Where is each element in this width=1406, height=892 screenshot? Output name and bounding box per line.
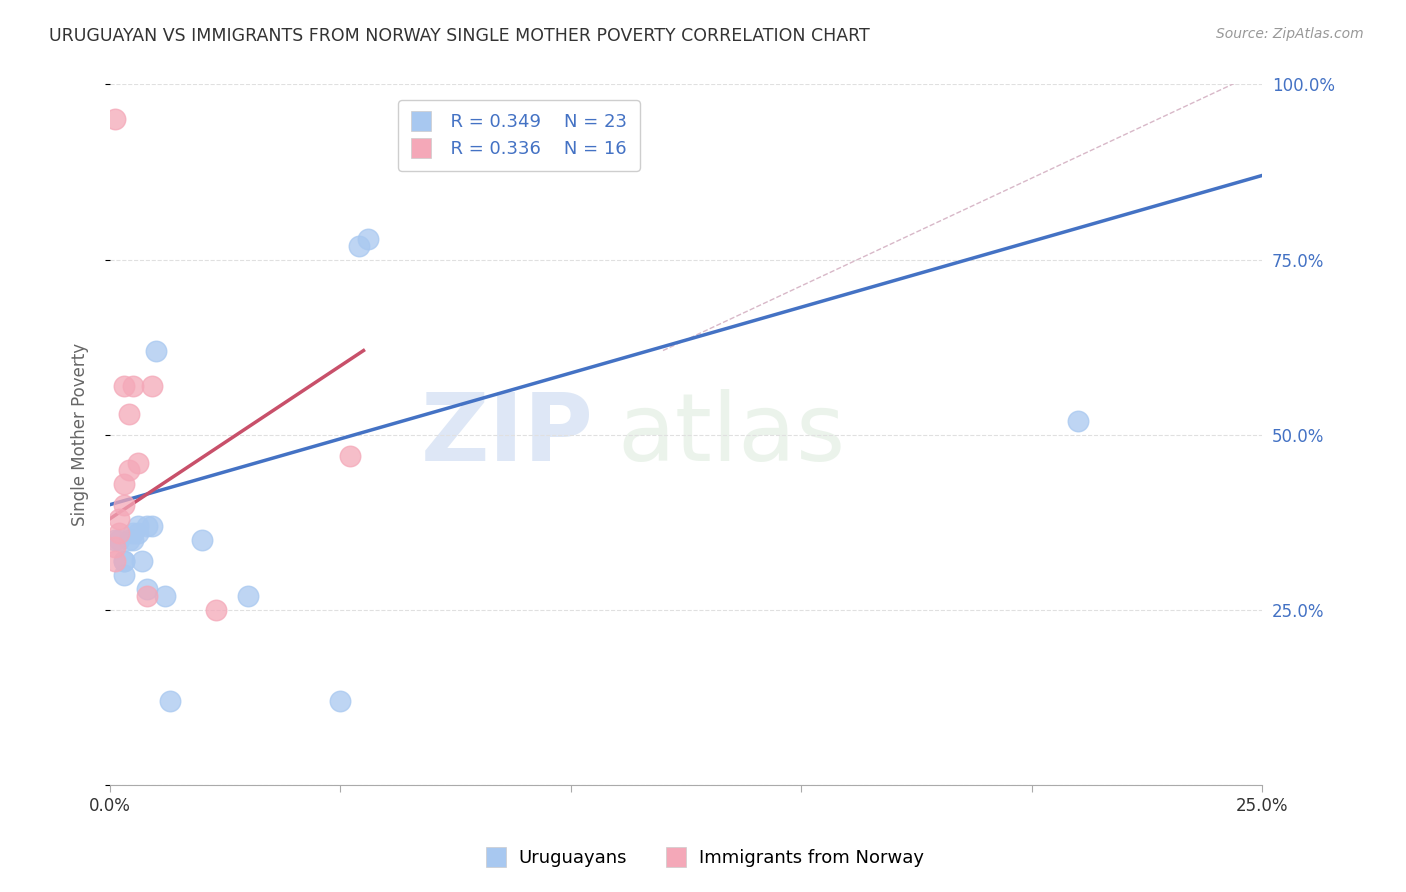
Point — [141, 518, 163, 533]
Point — [122, 525, 145, 540]
Point — [347, 238, 370, 252]
Point — [159, 694, 181, 708]
Point — [112, 554, 135, 568]
Point — [104, 554, 127, 568]
Legend:   R = 0.349    N = 23,   R = 0.336    N = 16: R = 0.349 N = 23, R = 0.336 N = 16 — [398, 101, 640, 170]
Point — [108, 511, 131, 525]
Text: URUGUAYAN VS IMMIGRANTS FROM NORWAY SINGLE MOTHER POVERTY CORRELATION CHART: URUGUAYAN VS IMMIGRANTS FROM NORWAY SING… — [49, 27, 870, 45]
Point — [136, 589, 159, 603]
Text: ZIP: ZIP — [420, 389, 593, 481]
Point — [205, 602, 228, 616]
Point — [155, 589, 177, 603]
Point — [112, 554, 135, 568]
Point — [104, 533, 127, 547]
Point — [141, 378, 163, 392]
Point — [357, 231, 380, 245]
Point — [108, 533, 131, 547]
Point — [145, 343, 167, 358]
Point — [339, 449, 361, 463]
Point — [191, 533, 214, 547]
Point — [127, 518, 149, 533]
Point — [238, 589, 260, 603]
Point — [112, 567, 135, 582]
Point — [122, 533, 145, 547]
Point — [1067, 414, 1090, 428]
Y-axis label: Single Mother Poverty: Single Mother Poverty — [72, 343, 89, 526]
Point — [329, 694, 352, 708]
Point — [112, 476, 135, 491]
Legend: Uruguayans, Immigrants from Norway: Uruguayans, Immigrants from Norway — [475, 842, 931, 874]
Point — [136, 518, 159, 533]
Point — [112, 498, 135, 512]
Point — [104, 540, 127, 554]
Point — [131, 554, 153, 568]
Point — [136, 582, 159, 596]
Point — [127, 456, 149, 470]
Point — [122, 378, 145, 392]
Text: atlas: atlas — [617, 389, 845, 481]
Point — [127, 525, 149, 540]
Text: Source: ZipAtlas.com: Source: ZipAtlas.com — [1216, 27, 1364, 41]
Point — [117, 462, 139, 476]
Point — [112, 378, 135, 392]
Point — [108, 525, 131, 540]
Point — [117, 533, 139, 547]
Point — [104, 112, 127, 127]
Point — [117, 407, 139, 421]
